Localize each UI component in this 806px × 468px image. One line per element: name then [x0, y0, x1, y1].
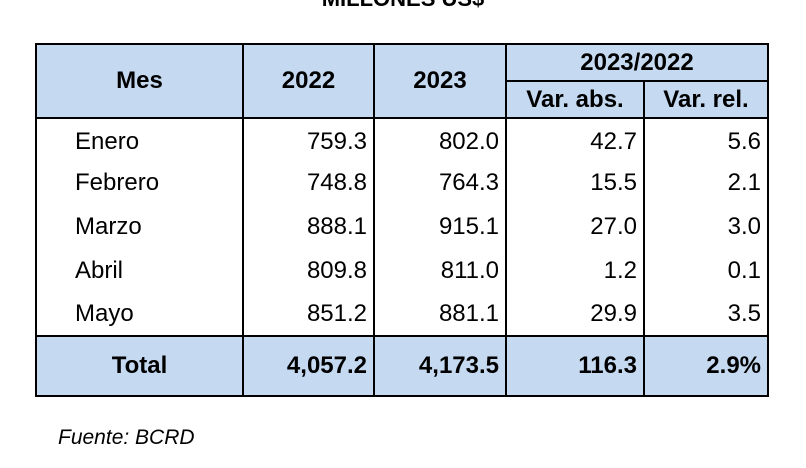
cell: 3.5: [643, 292, 769, 336]
cell: Enero: [35, 118, 244, 162]
header-cell: Var. abs.: [505, 80, 645, 119]
data-table: Mes 2022 2023 2023/2022 Var. abs. Var. r…: [35, 43, 769, 397]
cell: 3.0: [643, 205, 769, 249]
header-group: 2023/2022: [505, 43, 769, 82]
cell: Total: [35, 334, 244, 397]
cell: 0.1: [643, 248, 769, 293]
cell: 4,173.5: [373, 334, 507, 397]
source: Fuente: BCRD: [58, 426, 195, 449]
cell: 29.9: [505, 292, 645, 336]
cell: 2.1: [643, 161, 769, 206]
header-cell: Var. rel.: [643, 80, 769, 119]
total-row: Total 4,057.2 4,173.5 116.3 2.9%: [35, 334, 769, 397]
cell: 809.8: [242, 248, 375, 293]
row: Febrero 748.8 764.3 15.5 2.1: [35, 161, 769, 206]
row: Enero 759.3 802.0 42.7 5.6: [35, 118, 769, 162]
header-cell: 2023: [373, 43, 507, 119]
cell: 802.0: [373, 118, 507, 162]
header-cell: Mes: [35, 43, 244, 119]
cell: 27.0: [505, 205, 645, 249]
cell: 15.5: [505, 161, 645, 206]
cell: 4,057.2: [242, 334, 375, 397]
cell: 748.8: [242, 161, 375, 206]
cell: Abril: [35, 248, 244, 293]
cell: 851.2: [242, 292, 375, 336]
cell: 42.7: [505, 118, 645, 162]
cell: 764.3: [373, 161, 507, 206]
cell: 881.1: [373, 292, 507, 336]
cell: 1.2: [505, 248, 645, 293]
cell: 2.9%: [643, 334, 769, 397]
row: Abril 809.8 811.0 1.2 0.1: [35, 248, 769, 293]
title: MILLONES US$: [0, 0, 806, 12]
cell: Marzo: [35, 205, 244, 249]
cell: Febrero: [35, 161, 244, 206]
table-body: Enero 759.3 802.0 42.7 5.6 Febrero 748.8 764.3 1…: [35, 118, 769, 336]
header-cell: 2022: [242, 43, 375, 119]
cell: 5.6: [643, 118, 769, 162]
row: Marzo 888.1 915.1 27.0 3.0: [35, 205, 769, 249]
cell: 811.0: [373, 248, 507, 293]
cell: 116.3: [505, 334, 645, 397]
cell: 915.1: [373, 205, 507, 249]
cell: Mayo: [35, 292, 244, 336]
cell: 759.3: [242, 118, 375, 162]
row: Mayo 851.2 881.1 29.9 3.5: [35, 292, 769, 336]
cell: 888.1: [242, 205, 375, 249]
